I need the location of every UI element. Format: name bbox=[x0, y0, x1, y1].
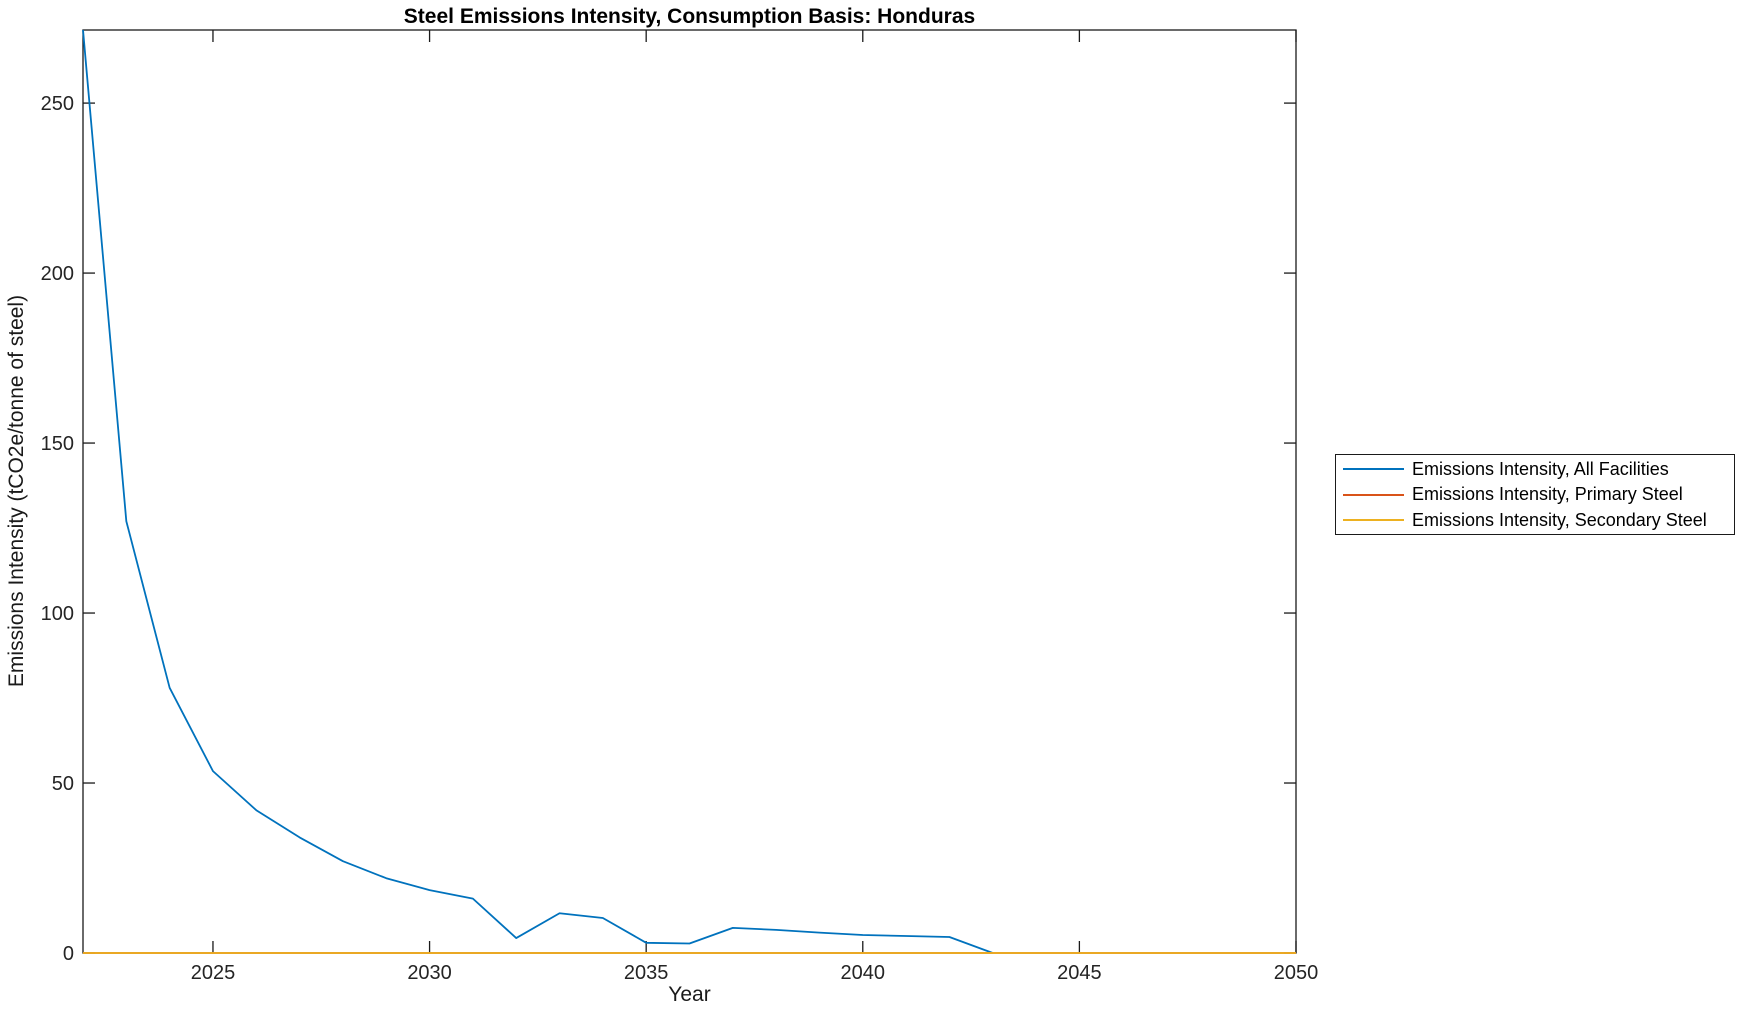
tick-marks bbox=[83, 30, 1297, 954]
y-tick-label: 150 bbox=[41, 433, 74, 455]
x-tick-label: 2040 bbox=[841, 962, 886, 984]
legend-item-label: Emissions Intensity, Primary Steel bbox=[1412, 484, 1683, 504]
x-tick-label: 2050 bbox=[1274, 962, 1319, 984]
y-tick-label: 200 bbox=[41, 263, 74, 285]
y-tick-label: 100 bbox=[41, 603, 74, 625]
axes-box bbox=[82, 29, 1297, 954]
x-tick-label: 2035 bbox=[624, 962, 669, 984]
y-tick-label: 250 bbox=[41, 93, 74, 115]
x-tick-label: 2025 bbox=[191, 962, 236, 984]
legend-line-sample bbox=[1343, 493, 1404, 496]
legend-item: Emissions Intensity, Secondary Steel bbox=[1343, 507, 1734, 533]
legend-line-sample bbox=[1343, 468, 1404, 470]
x-tick-label: 2045 bbox=[1057, 962, 1102, 984]
series-line-0 bbox=[82, 29, 994, 954]
y-tick-label: 0 bbox=[63, 943, 74, 965]
x-axis-label: Year bbox=[668, 983, 711, 1006]
x-tick-label: 2030 bbox=[407, 962, 452, 984]
legend-item: Emissions Intensity, Primary Steel bbox=[1343, 482, 1734, 508]
chart-title: Steel Emissions Intensity, Consumption B… bbox=[403, 5, 976, 28]
legend-item: Emissions Intensity, All Facilities bbox=[1343, 456, 1734, 482]
legend-line-sample bbox=[1343, 519, 1404, 521]
legend-item-label: Emissions Intensity, Secondary Steel bbox=[1412, 509, 1707, 530]
tick-labels: 2025 2030 2035 2040 2045 2050 0 50 100 150 200 250 bbox=[41, 93, 1319, 984]
y-axis-label: Emissions Intensity (tCO2e/tonne of stee… bbox=[5, 294, 28, 688]
y-tick-label: 50 bbox=[52, 773, 74, 795]
legend: Emissions Intensity, All Facilities Emiss… bbox=[1335, 454, 1735, 535]
legend-item-label: Emissions Intensity, All Facilities bbox=[1412, 458, 1669, 479]
